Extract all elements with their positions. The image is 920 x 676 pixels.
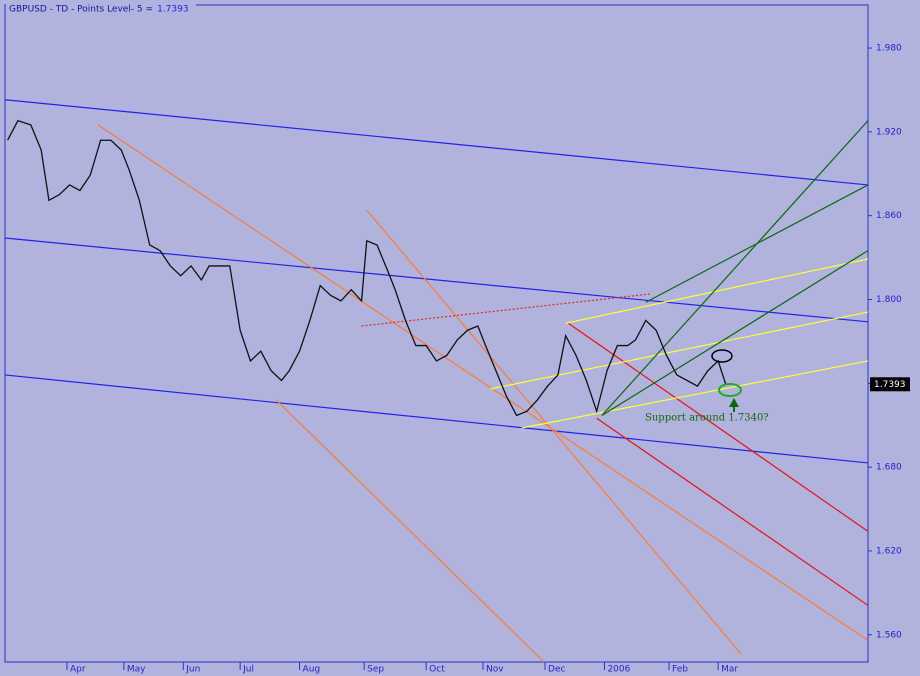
trendline [5, 237, 868, 323]
support-circle [718, 383, 742, 397]
trendline [521, 360, 868, 429]
chart-title: GBPUSD - TD - Points Level- 5 = [9, 5, 153, 15]
x-tick-label: Sep [367, 665, 384, 675]
trendline [645, 184, 868, 303]
trendline [366, 209, 742, 655]
x-tick-label: Jun [185, 665, 200, 675]
title-box [6, 2, 196, 15]
x-tick-label: Mar [721, 665, 738, 675]
x-tick-label: Aug [303, 665, 321, 675]
arrow [729, 398, 739, 407]
y-tick-label: 1.800 [876, 295, 902, 305]
y-tick-label: 1.860 [876, 211, 902, 221]
trendline [5, 374, 868, 464]
trendline [97, 124, 868, 641]
title-value: 1.7393 [157, 5, 189, 15]
y-tick-label: 1.560 [876, 630, 902, 640]
trendline [5, 99, 868, 186]
highlight-circle [711, 349, 733, 363]
trendline [490, 311, 868, 390]
x-tick-label: Apr [70, 665, 86, 675]
last-price-label: 1.7393 [874, 380, 906, 390]
x-tick-label: May [127, 665, 146, 675]
last-price-box [870, 377, 910, 392]
x-tick-label: Jul [242, 665, 254, 675]
y-tick-label: 1.980 [876, 44, 902, 54]
y-tick-label: 1.620 [876, 546, 902, 556]
price-line [7, 119, 727, 417]
trendline [565, 258, 868, 324]
x-tick-label: Nov [486, 665, 504, 675]
x-tick-label: Oct [429, 665, 445, 675]
x-tick-label: Dec [548, 665, 565, 675]
x-tick-label: 2006 [607, 665, 630, 675]
y-tick-label: 1.920 [876, 127, 902, 137]
trendline [275, 399, 545, 662]
trendline [601, 120, 868, 416]
y-tick-label: 1.680 [876, 463, 902, 473]
trendline [567, 322, 868, 532]
trendline [596, 417, 868, 606]
plot-frame [4, 4, 869, 663]
x-tick-label: Feb [672, 665, 688, 675]
drawings [5, 99, 868, 662]
trendline [361, 293, 652, 327]
annotation: Support around 1.7340? [645, 413, 769, 424]
trendline [601, 250, 868, 416]
